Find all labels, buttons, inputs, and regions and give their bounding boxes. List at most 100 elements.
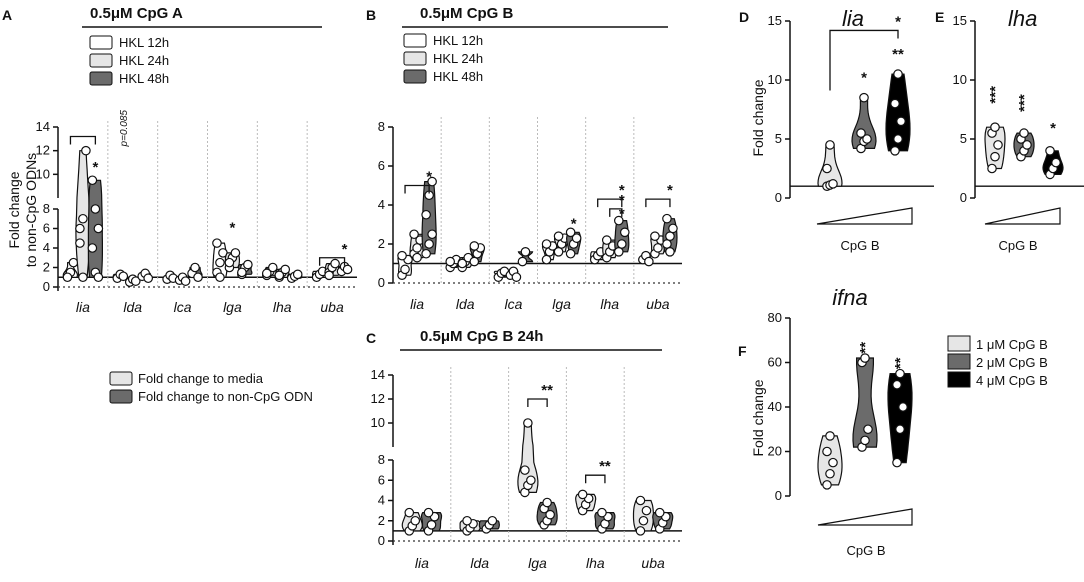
legend-swatch-nonCpG [109,389,133,404]
panel-a-plot: 0 2 4 6 8 10 12 14 lia lda lca lga lha uba * * * [36,119,357,315]
cat-5-series-1-point [650,231,660,241]
panel-f-plot: 0 20 40 60 80 ** ** [768,310,913,526]
panel-d-letter: D [739,9,749,25]
significance-label: ** [857,342,874,354]
cat-5-series-2-point [342,264,353,275]
dose-1-point [860,353,870,363]
panel-e-letter: E [935,9,944,25]
panel-f-xlabel: CpG B [846,543,885,558]
legend-label-media: Fold change to media [138,371,264,386]
panel-f-letter: F [738,343,747,359]
category-label: uba [641,555,665,571]
legend-swatch-media [109,371,133,386]
dose-1-point [1019,128,1029,138]
y-tick-label: 4 [43,240,50,255]
significance-label: * [667,182,673,199]
cat-5-series-2-point [662,239,672,249]
y-tick-label: 14 [371,367,385,382]
significance-bracket [829,29,899,91]
significance-label: * [571,215,577,232]
dose-2-violin [885,73,911,152]
significance-label: * [1050,120,1056,137]
cat-5-series-0-point [644,256,654,267]
panel-b-legend: HKL 12h HKL 24h HKL 48h [403,33,483,84]
dose-0-point [993,140,1003,150]
cat-4-series-2-point [292,269,303,280]
panel-a-pvalue: p=0.085 [119,110,130,148]
cat-0-series-1-point [409,229,419,240]
legend-swatch-2um [947,353,971,370]
cat-2-series-0-point [523,418,533,428]
y-tick-label: 20 [768,444,782,459]
cat-4-series-1-point [601,235,612,245]
y-tick-label: 12 [371,391,385,406]
dose-0-point [990,151,1000,162]
dose-1-point [863,424,873,435]
panel-a-title: 0.5μM CpG A [90,5,183,22]
cat-3-series-2-point [565,248,576,259]
cat-5-series-2-point [665,231,675,241]
y-tick-label: 8 [43,201,50,216]
cat-3-series-0-point [577,489,588,500]
y-tick-label: 8 [378,119,385,134]
category-label: lia [410,296,424,312]
legend-label-2um: 2 μM CpG B [976,355,1048,370]
cat-2-series-1-point [511,272,522,282]
y-tick-label: 0 [960,190,967,205]
cat-4-series-0-point [635,495,646,506]
panel-b-title: 0.5μM CpG B [420,5,514,22]
cat-4-series-0-point [261,268,272,279]
panel-d-ylabel: Fold change [750,79,766,156]
y-tick-label: 8 [378,452,385,467]
cat-0-series-2-point [427,229,437,240]
panel-a-ylabel-2: to non-CpG ODNs [23,153,39,267]
y-tick-label: 5 [960,131,967,146]
cat-0-series-2-point [93,223,104,234]
legend-swatch-1um [947,335,971,352]
cat-0-series-1-point [426,519,437,530]
cat-3-series-1-point [553,247,564,257]
panel-a-legend: HKL 12h HKL 24h HKL 48h [89,35,169,86]
y-tick-label: 2 [378,513,385,528]
cat-2-series-2-point [190,262,200,273]
legend-b-swatch-24h [403,51,427,66]
cat-1-series-2-point [469,241,480,251]
y-tick-label: 0 [775,190,782,205]
dose-1-point [860,435,870,446]
significance-bracket [404,184,430,194]
category-label: lda [456,296,475,312]
dose-2-point [893,69,903,79]
cat-5-series-1-point [324,270,334,281]
cat-2-series-0-point [526,475,536,486]
cat-4-series-2-point [616,239,627,249]
cat-2-series-1-point [545,509,555,520]
dose-1-point [856,128,866,138]
category-label: uba [646,296,670,312]
panel-e-xlabel: CpG B [998,238,1037,253]
legend-label-24h: HKL 24h [119,53,169,68]
significance-label: * [342,241,348,258]
category-label: lda [470,555,489,571]
y-tick-label: 2 [43,260,50,275]
significance-label: *** [1016,94,1033,112]
legend-label-12h: HKL 12h [119,35,169,50]
dose-1-violin [852,357,878,448]
legend-b-swatch-12h [403,33,427,48]
cat-4-series-1-point [280,264,291,275]
category-label: uba [320,299,344,315]
significance-bracket [318,257,346,266]
cat-0-series-0-point [400,264,410,275]
cat-0-series-0-point [397,250,407,261]
y-tick-label: 80 [768,310,782,325]
cat-5-series-2-point [668,223,678,234]
cat-4-series-0-point [267,262,278,273]
y-tick-label: 40 [768,399,782,414]
dose-wedge [817,508,913,526]
y-tick-label: 0 [378,533,385,548]
panel-a-ylabel: Fold change [6,171,22,248]
category-label: lha [586,555,605,571]
cat-0-series-2-point [87,175,98,186]
dose-2-point [1051,157,1061,168]
